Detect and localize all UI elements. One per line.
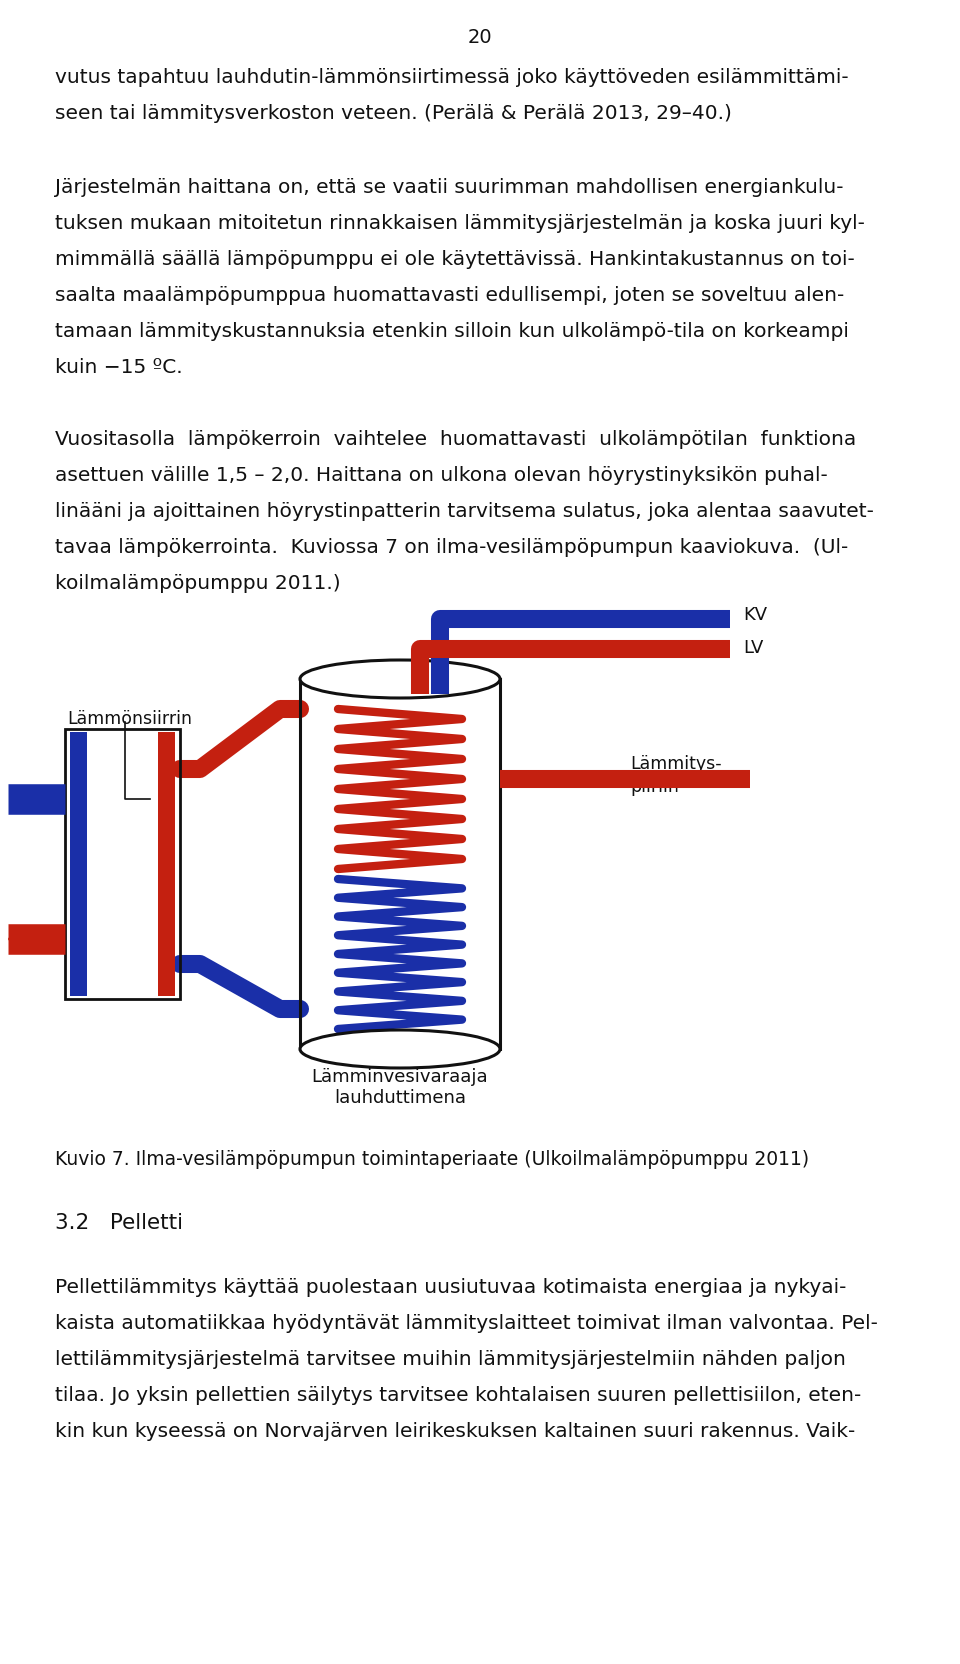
Text: Vuositasolla  lämpökerroin  vaihtelee  huomattavasti  ulkolämpötilan  funktiona: Vuositasolla lämpökerroin vaihtelee huom… xyxy=(55,429,856,449)
Text: linääni ja ajoittainen höyrystinpatterin tarvitsema sulatus, joka alentaa saavut: linääni ja ajoittainen höyrystinpatterin… xyxy=(55,503,874,521)
Text: 20: 20 xyxy=(468,28,492,47)
Text: tuksen mukaan mitoitetun rinnakkaisen lämmitysjärjestelmän ja koska juuri kyl-: tuksen mukaan mitoitetun rinnakkaisen lä… xyxy=(55,215,865,233)
Bar xyxy=(70,732,87,997)
Ellipse shape xyxy=(300,661,500,699)
Text: kaista automatiikkaa hyödyntävät lämmityslaitteet toimivat ilman valvontaa. Pel-: kaista automatiikkaa hyödyntävät lämmity… xyxy=(55,1313,877,1333)
Ellipse shape xyxy=(300,1030,500,1068)
Text: kin kun kyseessä on Norvajärven leirikeskuksen kaltainen suuri rakennus. Vaik-: kin kun kyseessä on Norvajärven leirikes… xyxy=(55,1421,855,1439)
Bar xyxy=(158,732,175,997)
Text: lettilämmitysjärjestelmä tarvitsee muihin lämmitysjärjestelmiin nähden paljon: lettilämmitysjärjestelmä tarvitsee muihi… xyxy=(55,1350,846,1368)
Text: KV: KV xyxy=(743,606,767,624)
Text: 3.2   Pelletti: 3.2 Pelletti xyxy=(55,1213,183,1233)
Text: tilaa. Jo yksin pellettien säilytys tarvitsee kohtalaisen suuren pellettisiilon,: tilaa. Jo yksin pellettien säilytys tarv… xyxy=(55,1384,861,1404)
Text: Kuvio 7. Ilma-vesilämpöpumpun toimintaperiaate (Ulkoilmalämpöpumppu 2011): Kuvio 7. Ilma-vesilämpöpumpun toimintape… xyxy=(55,1150,809,1168)
Bar xyxy=(65,729,180,1000)
Text: piiriin: piiriin xyxy=(630,777,679,795)
Text: lauhduttimena: lauhduttimena xyxy=(334,1088,466,1107)
Text: kuin −15 ºC.: kuin −15 ºC. xyxy=(55,358,182,376)
Text: Järjestelmän haittana on, että se vaatii suurimman mahdollisen energiankulu-: Järjestelmän haittana on, että se vaatii… xyxy=(55,178,844,196)
Text: Lämmitys-: Lämmitys- xyxy=(630,754,722,772)
Text: LV: LV xyxy=(743,639,763,657)
Text: saalta maalämpöpumppua huomattavasti edullisempi, joten se soveltuu alen-: saalta maalämpöpumppua huomattavasti edu… xyxy=(55,286,844,305)
Text: Lämminvesivaraaja: Lämminvesivaraaja xyxy=(312,1067,489,1085)
Text: seen tai lämmitysverkoston veteen. (Perälä & Perälä 2013, 29–40.): seen tai lämmitysverkoston veteen. (Perä… xyxy=(55,103,732,123)
Text: koilmalämpöpumppu 2011.): koilmalämpöpumppu 2011.) xyxy=(55,574,341,592)
Text: vutus tapahtuu lauhdutin-lämmönsiirtimessä joko käyttöveden esilämmittämi-: vutus tapahtuu lauhdutin-lämmönsiirtimes… xyxy=(55,68,849,87)
Text: tavaa lämpökerrointa.  Kuviossa 7 on ilma-vesilämpöpumpun kaaviokuva.  (Ul-: tavaa lämpökerrointa. Kuviossa 7 on ilma… xyxy=(55,537,849,557)
Text: Lämmönsiirrin: Lämmönsiirrin xyxy=(67,709,192,727)
Text: tamaan lämmityskustannuksia etenkin silloin kun ulkolämpö-tila on korkeampi: tamaan lämmityskustannuksia etenkin sill… xyxy=(55,321,849,341)
Bar xyxy=(300,679,500,1050)
Text: Pellettilämmitys käyttää puolestaan uusiutuvaa kotimaista energiaa ja nykyai-: Pellettilämmitys käyttää puolestaan uusi… xyxy=(55,1278,847,1296)
Text: asettuen välille 1,5 – 2,0. Haittana on ulkona olevan höyrystinyksikön puhal-: asettuen välille 1,5 – 2,0. Haittana on … xyxy=(55,466,828,484)
Text: mimmällä säällä lämpöpumppu ei ole käytettävissä. Hankintakustannus on toi-: mimmällä säällä lämpöpumppu ei ole käyte… xyxy=(55,250,854,270)
